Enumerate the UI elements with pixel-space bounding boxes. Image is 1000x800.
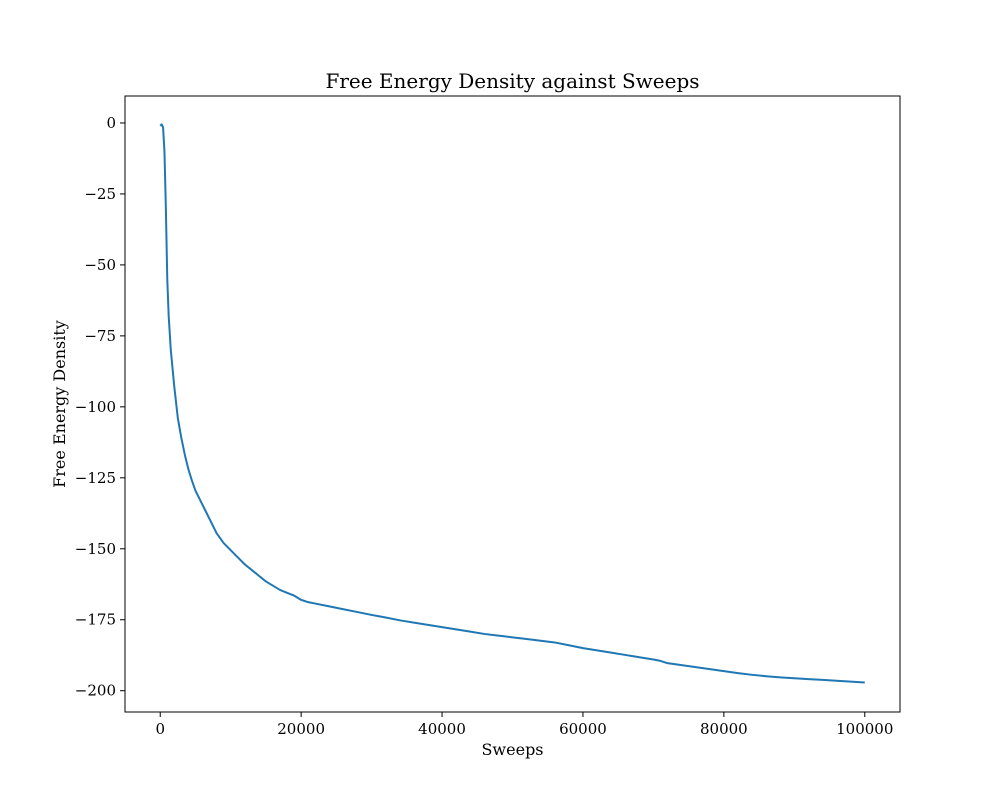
x-axis-label: Sweeps (481, 740, 543, 759)
y-tick-label: −125 (75, 469, 116, 487)
y-tick-label: −175 (75, 611, 116, 629)
y-tick-label: −50 (84, 256, 116, 274)
plot-area-frame (124, 95, 901, 713)
x-tick-label: 100000 (836, 720, 893, 738)
x-tick-label: 40000 (418, 720, 466, 738)
x-tick-label: 20000 (277, 720, 325, 738)
y-tick-label: −200 (75, 682, 116, 700)
y-tick-label: −100 (75, 398, 116, 416)
plot-line-layer (159, 123, 865, 684)
x-axis: 0 20000 40000 60000 80000 100000 (155, 712, 893, 738)
y-tick-label: 0 (106, 114, 116, 132)
x-tick-label: 0 (155, 720, 165, 738)
y-axis: 0 −25 −50 −75 −100 −125 −150 −175 −200 (75, 114, 125, 700)
x-tick-label: 60000 (559, 720, 607, 738)
y-axis-label: Free Energy Density (50, 320, 69, 488)
chart-title: Free Energy Density against Sweeps (325, 69, 699, 93)
y-tick-label: −25 (84, 185, 116, 203)
x-tick-label: 80000 (700, 720, 748, 738)
y-tick-label: −75 (84, 327, 116, 345)
series-line-0 (159, 123, 865, 684)
y-tick-label: −150 (75, 540, 116, 558)
